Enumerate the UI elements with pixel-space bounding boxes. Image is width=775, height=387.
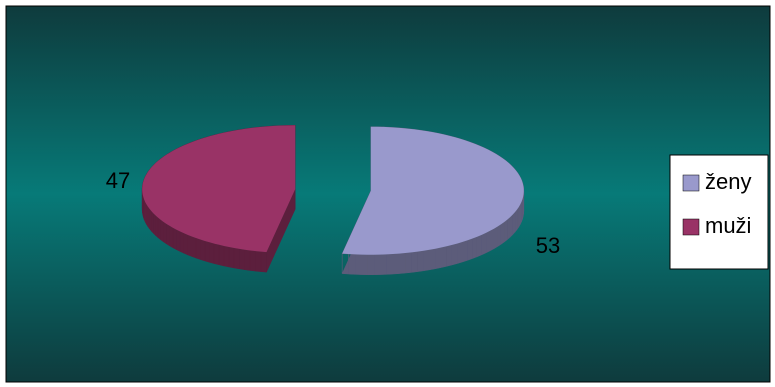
data-label: 53 <box>536 233 560 258</box>
legend-label: muži <box>705 213 751 238</box>
legend-swatch <box>682 218 700 236</box>
slice <box>342 126 524 255</box>
data-label: 47 <box>106 168 130 193</box>
slice <box>142 125 296 253</box>
legend-box <box>669 154 769 270</box>
legend-label: ženy <box>705 169 751 194</box>
legend-swatch <box>682 174 700 192</box>
